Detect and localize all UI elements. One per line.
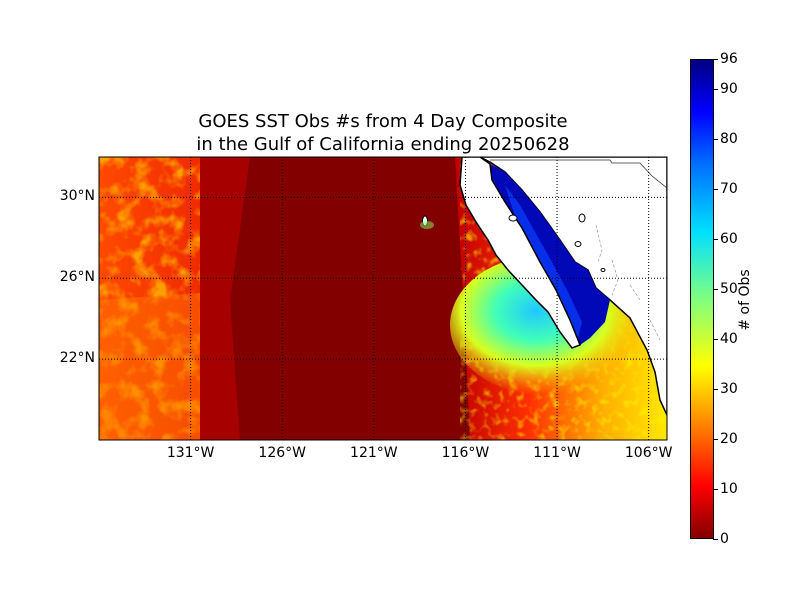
colorbar-tick-mark [713,389,718,390]
colorbar-tick-label: 96 [720,51,738,67]
lon-tick-label: 131°W [166,445,215,461]
colorbar-tick-mark [713,239,718,240]
colorbar-tick-label: 60 [720,231,738,247]
low-obs-band [200,157,470,440]
lat-tick-label: 22°N [59,350,95,367]
colorbar-tick-label: 40 [720,331,738,347]
colorbar-tick-mark [713,139,718,140]
lon-tick-label: 116°W [441,445,490,461]
colorbar-tick-mark [713,439,718,440]
lon-tick-label: 121°W [350,445,398,461]
lon-tick-label: 126°W [258,445,306,461]
colorbar-tick-mark [713,339,718,340]
colorbar-tick-label: 70 [720,181,738,197]
border-line [490,159,667,189]
colorbar-tick-label: 30 [720,381,738,397]
colorbar-tick-mark [713,189,718,190]
colorbar-tick-label: 50 [720,281,738,297]
baja-peninsula [459,157,581,349]
map-frame [98,156,668,441]
colorbar-tick-mark [713,489,718,490]
colorbar-label: # of Obs [737,269,753,331]
border-line [520,157,522,158]
sst-field [99,157,667,440]
border-line [595,224,661,341]
colorbar-tick-label: 0 [720,531,729,547]
island [600,268,606,272]
colorbar-tick-label: 10 [720,481,738,497]
colorbar-tick-mark [713,289,718,290]
map-title-line1: GOES SST Obs #s from 4 Day Composite [198,111,568,132]
lat-tick-label: 26°N [59,269,95,286]
map-title: GOES SST Obs #s from 4 Day Composite in … [99,110,667,156]
colorbar-tick-label: 20 [720,431,738,447]
colorbar-tick-mark [713,539,718,540]
island [508,214,518,222]
colorbar-gradient [690,59,714,539]
lon-tick-label: 111°W [533,445,581,461]
colorbar-tick-mark [713,59,718,60]
lat-tick-label: 30°N [59,188,95,205]
map-title-line2: in the Gulf of California ending 2025062… [196,134,570,155]
island [578,213,586,223]
island [574,241,582,247]
colorbar-tick-label: 80 [720,131,738,147]
colorbar-tick-mark [713,89,718,90]
colorbar-tick-label: 90 [720,81,738,97]
colorbar [690,59,714,539]
graticule [99,157,667,440]
lon-tick-label: 106°W [624,445,673,461]
